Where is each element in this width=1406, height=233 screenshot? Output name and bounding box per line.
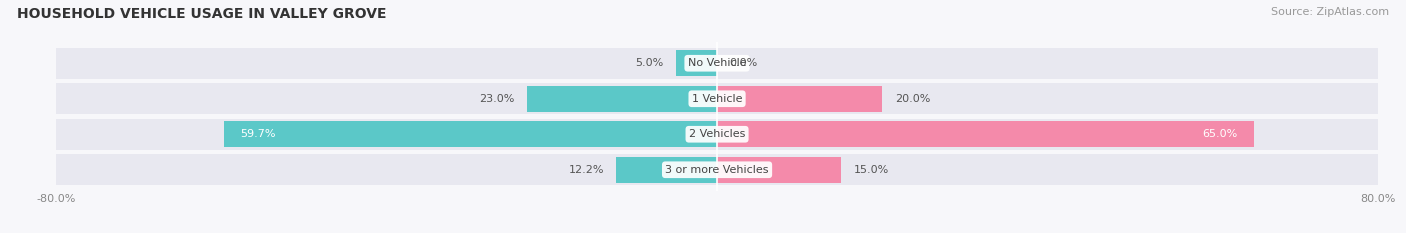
Text: 1 Vehicle: 1 Vehicle — [692, 94, 742, 104]
Text: 23.0%: 23.0% — [479, 94, 515, 104]
Bar — [224, 121, 717, 147]
Bar — [717, 121, 1254, 147]
Text: 65.0%: 65.0% — [1202, 129, 1237, 139]
Text: Source: ZipAtlas.com: Source: ZipAtlas.com — [1271, 7, 1389, 17]
Bar — [56, 154, 1378, 185]
Text: 12.2%: 12.2% — [568, 165, 605, 175]
Text: No Vehicle: No Vehicle — [688, 58, 747, 68]
Bar — [527, 86, 717, 112]
Bar — [56, 83, 1378, 114]
Bar — [616, 157, 717, 182]
Bar — [56, 48, 1378, 79]
Text: 5.0%: 5.0% — [636, 58, 664, 68]
Text: HOUSEHOLD VEHICLE USAGE IN VALLEY GROVE: HOUSEHOLD VEHICLE USAGE IN VALLEY GROVE — [17, 7, 387, 21]
Text: 15.0%: 15.0% — [853, 165, 889, 175]
Bar — [676, 51, 717, 76]
Text: 0.0%: 0.0% — [730, 58, 758, 68]
Bar — [717, 86, 883, 112]
Text: 2 Vehicles: 2 Vehicles — [689, 129, 745, 139]
Bar — [56, 119, 1378, 150]
Text: 59.7%: 59.7% — [240, 129, 276, 139]
Text: 3 or more Vehicles: 3 or more Vehicles — [665, 165, 769, 175]
Bar — [717, 157, 841, 182]
Text: 20.0%: 20.0% — [894, 94, 929, 104]
